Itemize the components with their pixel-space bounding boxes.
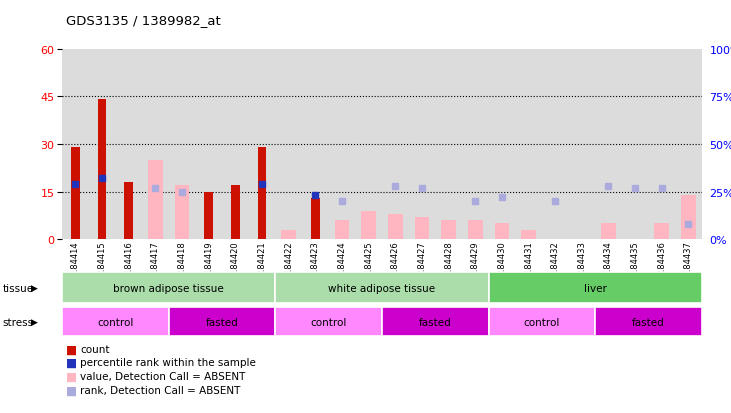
Bar <box>521 230 536 240</box>
Text: tissue: tissue <box>2 283 34 293</box>
Text: white adipose tissue: white adipose tissue <box>328 283 436 293</box>
Text: ■: ■ <box>66 342 77 356</box>
Bar <box>175 186 189 240</box>
Bar <box>569 50 595 240</box>
Text: control: control <box>523 317 560 327</box>
Text: fasted: fasted <box>419 317 452 327</box>
Bar <box>71 148 80 240</box>
Bar <box>414 217 429 240</box>
Bar <box>468 221 482 240</box>
Bar <box>622 50 648 240</box>
Bar <box>231 186 240 240</box>
Bar <box>515 50 542 240</box>
Bar <box>355 50 382 240</box>
Bar <box>249 50 276 240</box>
Bar <box>681 195 696 240</box>
Bar <box>115 50 142 240</box>
Bar <box>495 224 510 240</box>
Text: liver: liver <box>584 283 607 293</box>
Bar <box>205 192 213 240</box>
Bar <box>361 211 376 240</box>
Bar <box>276 50 302 240</box>
Text: rank, Detection Call = ABSENT: rank, Detection Call = ABSENT <box>80 385 240 395</box>
Bar <box>329 50 355 240</box>
Text: fasted: fasted <box>205 317 238 327</box>
Bar <box>675 50 702 240</box>
Bar <box>442 221 456 240</box>
Bar <box>335 221 349 240</box>
Text: GDS3135 / 1389982_at: GDS3135 / 1389982_at <box>66 14 221 27</box>
Bar <box>435 50 462 240</box>
Bar <box>281 230 296 240</box>
Bar <box>124 183 133 240</box>
Bar <box>222 50 249 240</box>
Bar <box>409 50 435 240</box>
Bar <box>98 100 107 240</box>
Bar <box>382 50 409 240</box>
Bar <box>148 160 163 240</box>
Bar <box>654 224 669 240</box>
Bar <box>258 148 266 240</box>
Text: count: count <box>80 344 110 354</box>
Text: ▶: ▶ <box>31 317 38 326</box>
Text: fasted: fasted <box>632 317 664 327</box>
Bar <box>462 50 488 240</box>
Bar <box>142 50 169 240</box>
Bar <box>601 224 616 240</box>
Bar <box>62 50 88 240</box>
Text: percentile rank within the sample: percentile rank within the sample <box>80 358 257 368</box>
Bar <box>388 214 403 240</box>
Bar <box>169 50 195 240</box>
Bar <box>311 198 319 240</box>
Text: ■: ■ <box>66 370 77 383</box>
Text: ■: ■ <box>66 356 77 369</box>
Bar <box>488 50 515 240</box>
Bar <box>542 50 569 240</box>
Bar <box>195 50 222 240</box>
Bar <box>595 50 622 240</box>
Bar <box>88 50 115 240</box>
Text: control: control <box>97 317 134 327</box>
Text: ■: ■ <box>66 383 77 396</box>
Text: control: control <box>311 317 346 327</box>
Text: stress: stress <box>2 317 34 327</box>
Text: value, Detection Call = ABSENT: value, Detection Call = ABSENT <box>80 371 246 381</box>
Bar <box>648 50 675 240</box>
Text: brown adipose tissue: brown adipose tissue <box>113 283 224 293</box>
Bar <box>302 50 329 240</box>
Text: ▶: ▶ <box>31 284 38 292</box>
